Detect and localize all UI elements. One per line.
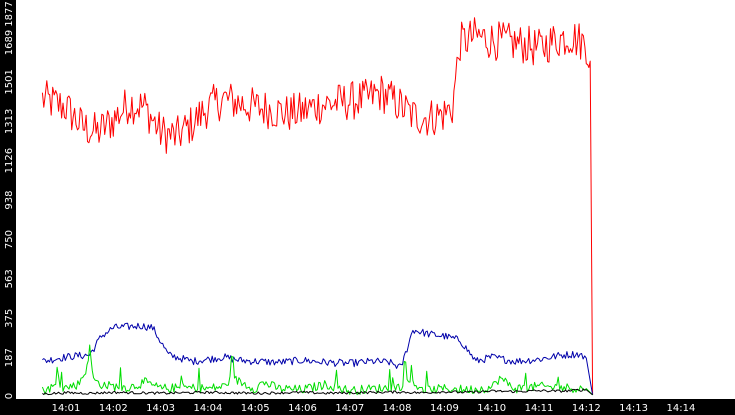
x-tick-label: 14:07: [335, 403, 364, 414]
x-tick-label: 14:12: [572, 403, 601, 414]
x-tick-label: 14:05: [241, 403, 270, 414]
y-tick-label: 750: [4, 230, 15, 249]
x-tick-label: 14:10: [477, 403, 506, 414]
x-tick-label: 14:03: [146, 403, 175, 414]
y-tick-label: 938: [4, 191, 15, 210]
x-tick-label: 14:11: [525, 403, 554, 414]
y-tick-label: 375: [4, 309, 15, 328]
y-tick-label: 563: [4, 269, 15, 288]
x-tick-label: 14:01: [52, 403, 81, 414]
series-layer: [41, 17, 594, 396]
y-tick-label: 0: [4, 393, 15, 399]
x-tick-label: 14:08: [383, 403, 412, 414]
x-tick-label: 14:13: [619, 403, 648, 414]
x-tick-label: 14:04: [193, 403, 222, 414]
x-tick-label: 14:02: [99, 403, 128, 414]
y-tick-label: 1877: [4, 1, 15, 26]
series-line-2: [42, 322, 594, 395]
x-tick-label: 14:06: [288, 403, 317, 414]
y-tick-label: 1313: [4, 109, 15, 134]
x-tick-label: 14:09: [430, 403, 459, 414]
x-tick-label: 14:14: [666, 403, 695, 414]
y-tick-label: 187: [4, 348, 15, 367]
y-axis-band: [0, 0, 16, 415]
y-tick-label: 1126: [4, 148, 15, 173]
y-tick-label: 1689: [4, 30, 15, 55]
x-tick-labels: 14:01 14:02 14:03 14:04 14:05 14:06 14:07 14:08…: [52, 403, 696, 414]
y-tick-labels: 0 187 375 563 750 938 1126 1313 1501 1689 1877: [4, 1, 15, 399]
y-tick-label: 1501: [4, 69, 15, 94]
series-line-3: [41, 344, 593, 396]
series-line-1: [41, 17, 594, 395]
series-line-4: [42, 388, 593, 396]
x-axis-band: [0, 399, 735, 415]
